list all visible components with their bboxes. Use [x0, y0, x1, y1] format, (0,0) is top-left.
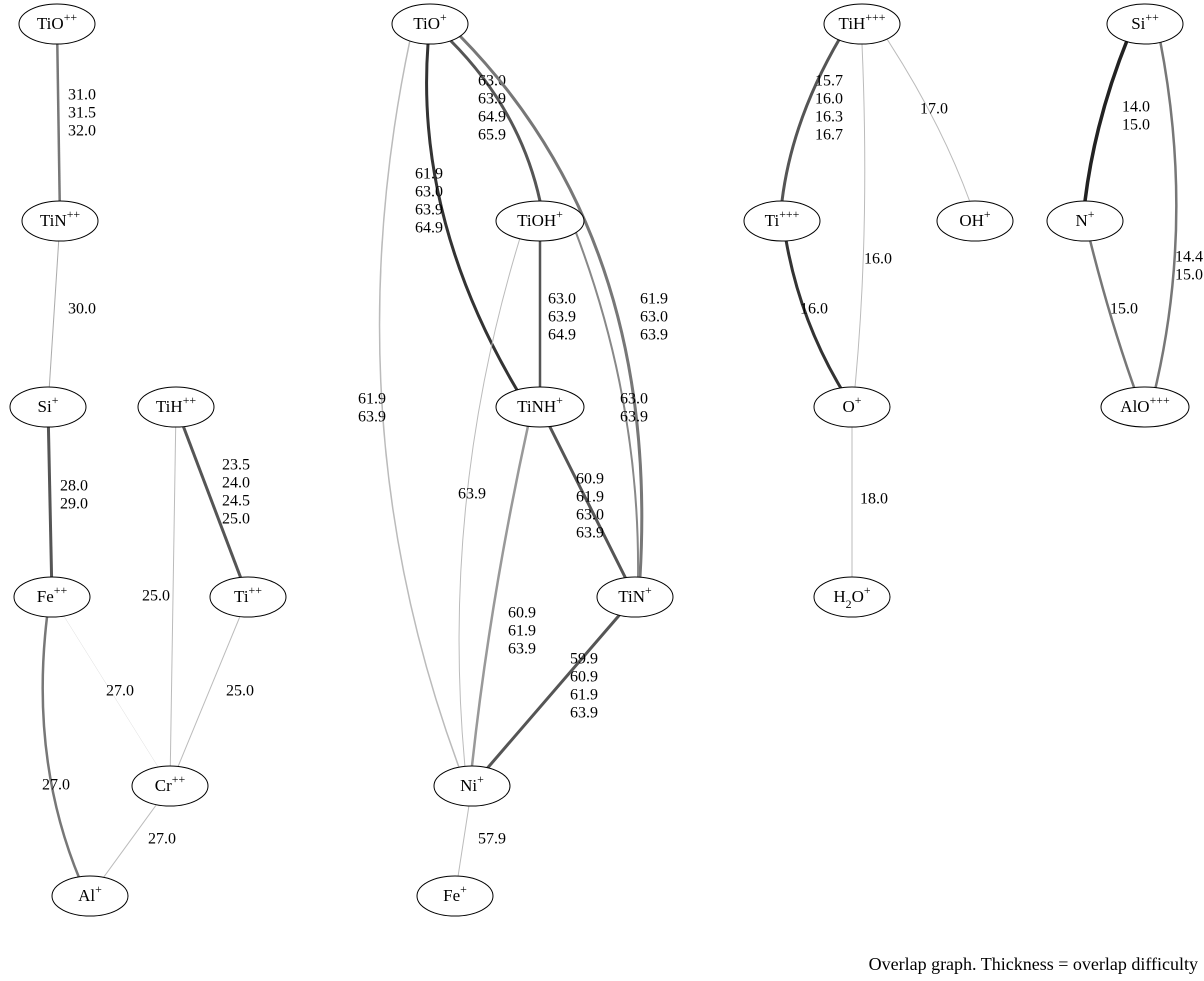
edge-value: 61.9 [640, 291, 668, 308]
graph-node: Ni+ [434, 766, 510, 806]
edge-value: 63.9 [620, 409, 648, 426]
graph-node: TiN+ [597, 577, 673, 617]
nodes-layer: TiO++ TiN++ Si+ TiH++ Fe++ Ti++ Cr++ Al+ TiO+ TiO… [10, 4, 1189, 916]
edge-value: 59.9 [570, 651, 598, 668]
edge-value: 27.0 [42, 777, 70, 794]
edge-value: 14.0 [1122, 99, 1150, 116]
edge-value: 63.9 [570, 705, 598, 722]
edge-value: 64.9 [415, 220, 443, 237]
edge-value: 16.0 [864, 251, 892, 268]
edge-value: 63.9 [458, 486, 486, 503]
edge-value: 64.9 [548, 327, 576, 344]
edge-value: 63.0 [548, 291, 576, 308]
graph-node: AlO+++ [1101, 387, 1189, 427]
edge-value: 31.5 [68, 105, 96, 122]
edge-value: 18.0 [860, 491, 888, 508]
graph-node: Fe++ [14, 577, 90, 617]
graph-edge [472, 597, 635, 786]
edge-value: 61.9 [358, 391, 386, 408]
edge-value: 63.0 [640, 309, 668, 326]
graph-caption: Overlap graph. Thickness = overlap diffi… [869, 954, 1198, 974]
edge-value: 63.0 [415, 184, 443, 201]
edge-value: 61.9 [576, 489, 604, 506]
edges-layer: 31.031.532.030.028.029.023.524.024.525.0… [42, 24, 1203, 896]
graph-edge [57, 24, 60, 221]
graph-node: H2O+ [814, 577, 890, 617]
edge-value: 63.9 [358, 409, 386, 426]
edge-value: 63.9 [478, 91, 506, 108]
edge-value: 30.0 [68, 301, 96, 318]
graph-edge [48, 221, 60, 407]
graph-edge [43, 617, 80, 880]
graph-node: N+ [1047, 201, 1123, 241]
graph-node: TiOH+ [496, 201, 584, 241]
graph-node: TiO++ [19, 4, 95, 44]
edge-value: 16.7 [815, 127, 843, 144]
edge-value: 60.9 [570, 669, 598, 686]
edge-value: 28.0 [60, 478, 88, 495]
graph-node: Si+ [10, 387, 86, 427]
edge-value: 15.0 [1122, 117, 1150, 134]
graph-node: O+ [814, 387, 890, 427]
edge-value: 15.0 [1175, 267, 1203, 284]
graph-node: Ti++ [210, 577, 286, 617]
graph-edge [855, 44, 865, 387]
edge-value: 63.0 [576, 507, 604, 524]
edge-value: 60.9 [576, 471, 604, 488]
edge-value: 61.9 [415, 166, 443, 183]
graph-edge [170, 407, 176, 786]
edge-value: 25.0 [222, 511, 250, 528]
edge-value: 27.0 [106, 683, 134, 700]
graph-node: TiH++ [138, 387, 214, 427]
edge-value: 25.0 [142, 588, 170, 605]
graph-node: TiNH+ [496, 387, 584, 427]
edge-value: 16.0 [815, 91, 843, 108]
graph-node: Cr++ [132, 766, 208, 806]
graph-node: OH+ [937, 201, 1013, 241]
graph-node: Ti+++ [744, 201, 820, 241]
edge-value: 57.9 [478, 831, 506, 848]
edge-value: 29.0 [60, 496, 88, 513]
edge-value: 16.0 [800, 301, 828, 318]
edge-value: 63.9 [508, 641, 536, 658]
edge-value: 24.5 [222, 493, 250, 510]
edge-value: 25.0 [226, 683, 254, 700]
edge-value: 27.0 [148, 831, 176, 848]
edge-value: 63.0 [620, 391, 648, 408]
edge-value: 60.9 [508, 605, 536, 622]
edge-value: 32.0 [68, 123, 96, 140]
graph-node: Al+ [52, 876, 128, 916]
edge-value: 23.5 [222, 457, 250, 474]
graph-edge [472, 426, 528, 766]
graph-node: Si++ [1107, 4, 1183, 44]
graph-node: TiO+ [392, 4, 468, 44]
overlap-graph: 31.031.532.030.028.029.023.524.024.525.0… [0, 0, 1204, 981]
edge-value: 14.4 [1175, 249, 1203, 266]
edge-value: 63.9 [576, 525, 604, 542]
graph-node: TiH+++ [824, 4, 900, 44]
edge-value: 63.9 [640, 327, 668, 344]
graph-edge [1155, 40, 1176, 390]
graph-node: Fe+ [417, 876, 493, 916]
graph-edge [885, 36, 970, 202]
edge-value: 15.0 [1110, 301, 1138, 318]
edge-value: 65.9 [478, 127, 506, 144]
edge-value: 17.0 [920, 101, 948, 118]
edge-value: 31.0 [68, 87, 96, 104]
graph-edge [380, 40, 460, 770]
edge-value: 16.3 [815, 109, 843, 126]
edge-value: 63.9 [415, 202, 443, 219]
graph-edge [48, 407, 52, 597]
graph-node: TiN++ [22, 201, 98, 241]
edge-value: 63.9 [548, 309, 576, 326]
edge-value: 64.9 [478, 109, 506, 126]
edge-value: 15.7 [815, 73, 843, 90]
edge-value: 61.9 [570, 687, 598, 704]
edge-value: 24.0 [222, 475, 250, 492]
edge-value: 61.9 [508, 623, 536, 640]
